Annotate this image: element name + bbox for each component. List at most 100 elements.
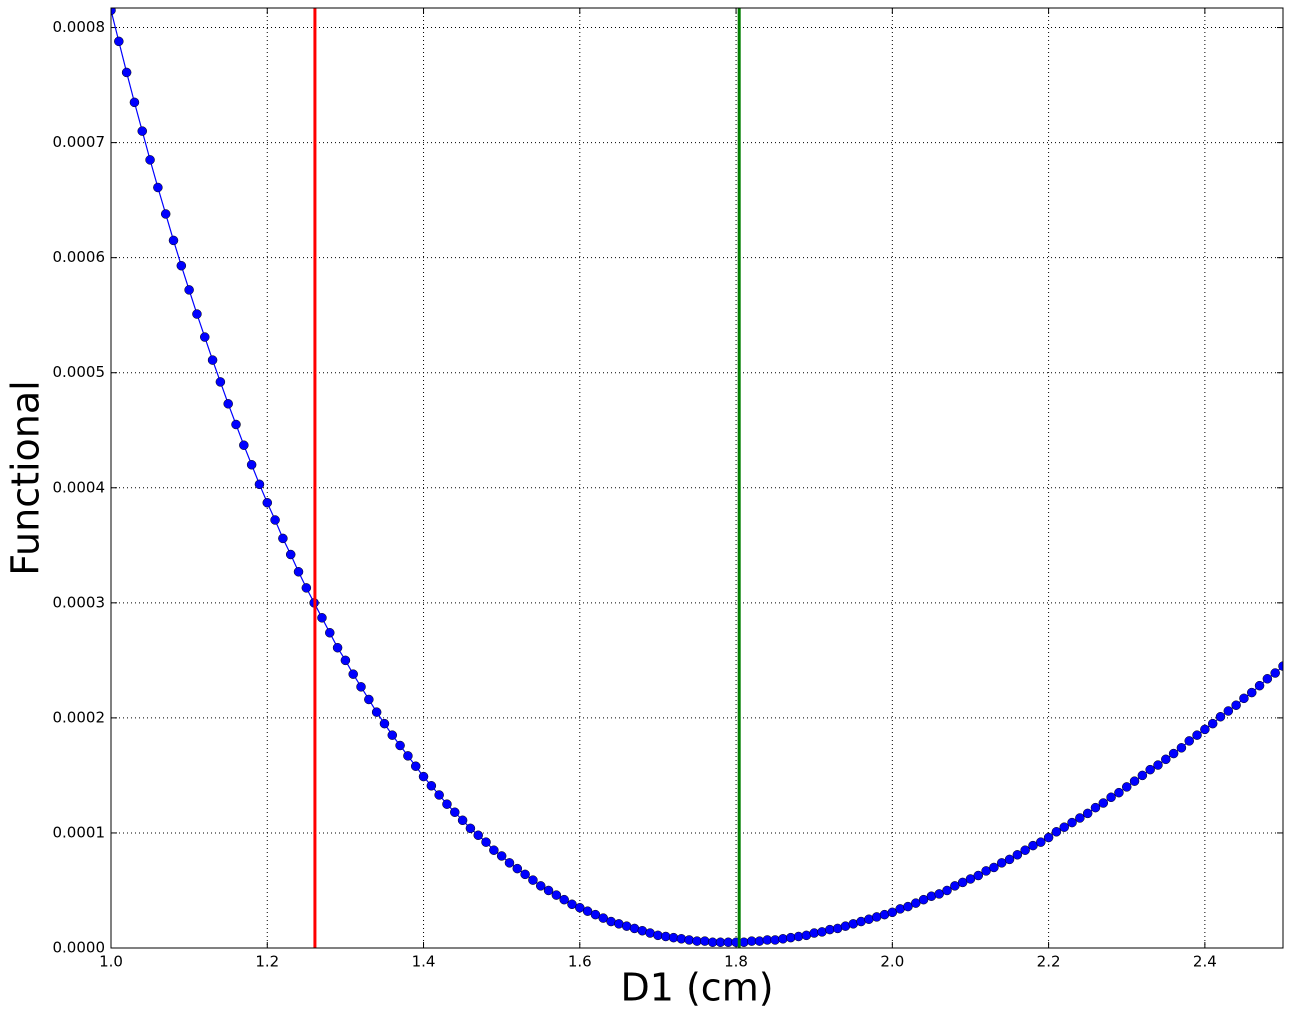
data-point (1239, 693, 1249, 704)
data-point (653, 930, 663, 941)
data-point (1051, 827, 1062, 837)
data-point (676, 934, 687, 944)
data-point (473, 830, 483, 840)
data-point (348, 669, 358, 679)
data-point (950, 881, 960, 891)
data-point (981, 866, 991, 876)
x-tick-label: 1.4 (412, 953, 436, 971)
data-point (1082, 808, 1093, 819)
x-tick-label: 1.8 (724, 953, 748, 971)
x-tick-label: 2.4 (1193, 953, 1217, 971)
data-point (246, 460, 257, 470)
data-point (1246, 687, 1257, 698)
data-point (1114, 787, 1124, 798)
data-point (918, 894, 929, 905)
data-point (520, 869, 530, 880)
data-point (575, 902, 585, 913)
data-point (934, 889, 944, 899)
data-point (684, 935, 694, 945)
data-point (1020, 845, 1030, 855)
data-point (809, 928, 819, 938)
y-axis-label: Functional (4, 380, 48, 575)
data-point (325, 627, 335, 638)
data-point (481, 837, 491, 847)
data-point (223, 399, 233, 409)
data-point (793, 931, 804, 942)
y-tick-label: 0.0007 (53, 133, 106, 151)
data-point (739, 937, 749, 947)
data-point (660, 931, 671, 942)
x-tick-label: 1.6 (568, 953, 592, 971)
x-tick-label: 2.2 (1037, 953, 1061, 971)
data-point (1145, 764, 1155, 775)
data-point (231, 419, 241, 430)
data-point (957, 877, 968, 888)
x-tick-label: 2.0 (880, 953, 904, 971)
data-point (543, 885, 554, 896)
data-point (1254, 680, 1265, 691)
data-point (1215, 711, 1226, 722)
data-point (1278, 661, 1283, 671)
data-point (1036, 837, 1046, 847)
data-point (111, 8, 116, 16)
data-point (825, 924, 835, 935)
data-point (903, 901, 913, 912)
y-tick-label: 0.0000 (53, 939, 106, 957)
data-point (137, 126, 148, 136)
data-point (1153, 760, 1163, 770)
data-point (504, 858, 515, 868)
data-point (512, 863, 523, 874)
data-point (254, 479, 265, 490)
data-point (239, 440, 249, 450)
data-point (395, 740, 405, 751)
data-point (293, 567, 304, 577)
data-point (278, 533, 288, 544)
x-tick-label: 1.2 (255, 953, 279, 971)
data-point (1106, 792, 1116, 803)
data-point (176, 260, 187, 271)
data-point (989, 862, 999, 873)
data-point (1067, 817, 1077, 828)
data-point (1270, 668, 1280, 678)
data-point (1207, 718, 1218, 729)
data-point (1121, 782, 1132, 792)
data-point (371, 707, 382, 717)
data-point (426, 781, 437, 791)
data-point (1176, 743, 1187, 753)
data-point (1192, 730, 1202, 740)
data-point (1004, 854, 1015, 865)
data-point (262, 497, 273, 508)
data-point (356, 682, 366, 692)
data-point (786, 932, 796, 943)
data-point (192, 309, 202, 319)
data-point (1137, 770, 1148, 781)
y-tick-label: 0.0001 (53, 823, 106, 841)
data-point (1223, 706, 1234, 716)
data-point (598, 913, 608, 923)
data-point (184, 285, 194, 295)
data-point (887, 907, 898, 918)
data-point (1262, 674, 1273, 684)
data-point (965, 874, 976, 884)
data-point (403, 751, 413, 761)
data-point (582, 906, 593, 916)
data-point (153, 182, 163, 193)
data-point (528, 875, 538, 885)
data-point (535, 881, 546, 891)
data-point (559, 894, 569, 905)
data-point (457, 815, 468, 826)
data-point (778, 934, 788, 944)
data-point (1168, 748, 1179, 759)
data-point (1043, 832, 1054, 843)
plot-frame (110, 7, 1284, 949)
data-point (114, 36, 124, 47)
x-axis-label: D1 (cm) (620, 966, 773, 1010)
data-point (200, 332, 210, 342)
data-point (551, 890, 562, 900)
data-point (489, 845, 499, 855)
data-point (364, 694, 374, 705)
data-point (996, 858, 1007, 868)
y-tick-label: 0.0003 (53, 593, 106, 611)
data-point (285, 549, 296, 560)
data-point (145, 155, 155, 165)
